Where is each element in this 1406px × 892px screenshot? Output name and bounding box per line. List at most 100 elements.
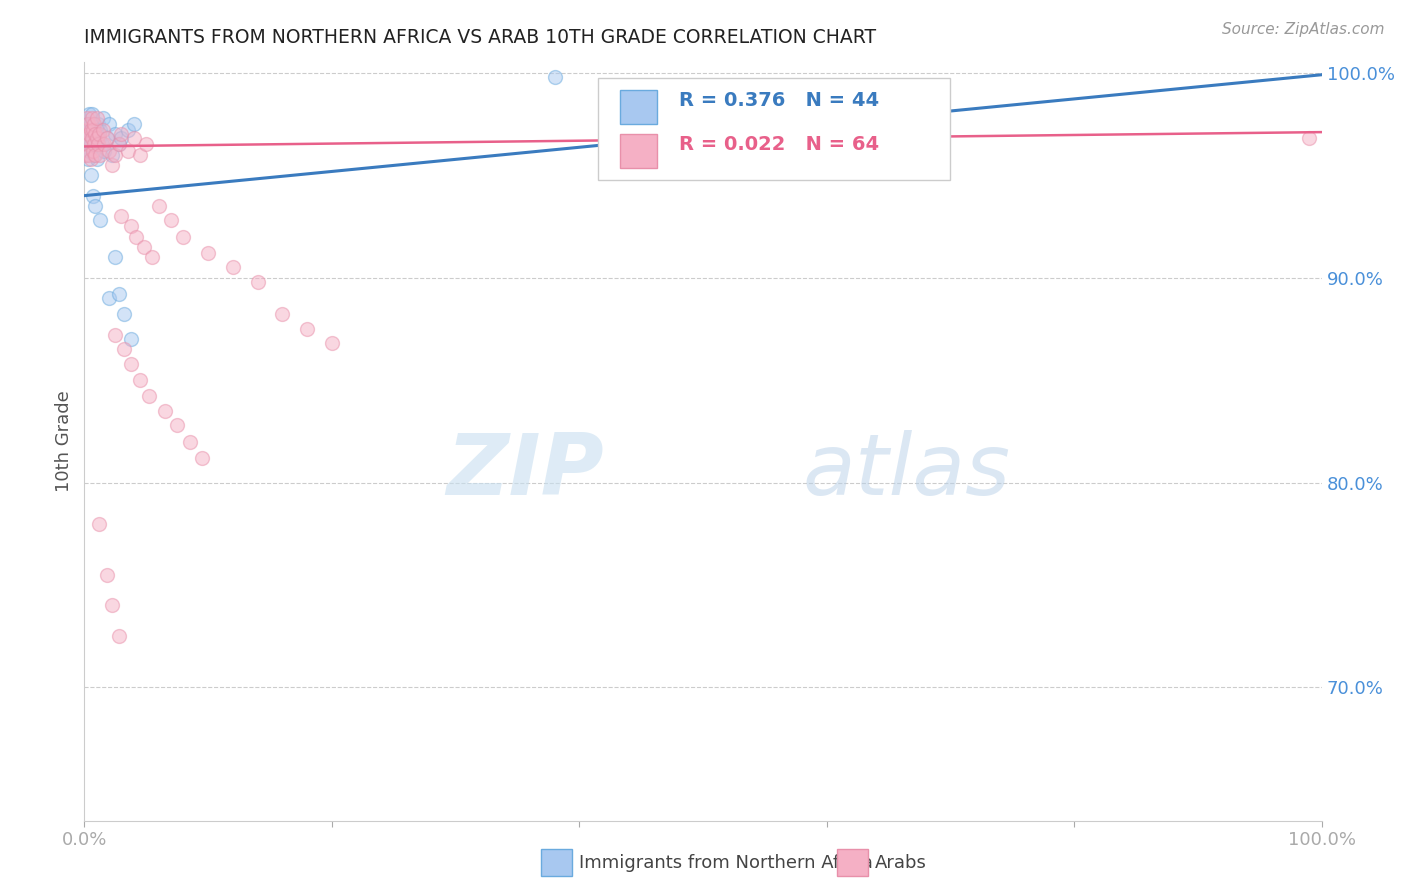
Point xyxy=(120,219,142,234)
Point xyxy=(84,147,107,161)
Point xyxy=(84,127,107,141)
Point xyxy=(122,117,145,131)
Point xyxy=(86,152,108,166)
Point xyxy=(132,240,155,254)
Point xyxy=(271,308,294,322)
Point xyxy=(108,137,131,152)
Point xyxy=(100,599,122,613)
Point xyxy=(100,158,122,172)
Point xyxy=(77,137,100,152)
Point xyxy=(79,106,101,120)
Point xyxy=(79,168,101,182)
Point xyxy=(148,199,170,213)
Point xyxy=(153,404,176,418)
Point xyxy=(197,246,219,260)
Point xyxy=(166,418,188,433)
Point xyxy=(82,188,104,202)
Text: Arabs: Arabs xyxy=(875,854,927,871)
Point xyxy=(112,343,135,357)
Point xyxy=(75,147,97,161)
Point xyxy=(321,336,343,351)
Point xyxy=(83,117,105,131)
Point xyxy=(82,144,104,158)
Point xyxy=(79,152,101,166)
Point xyxy=(117,123,139,137)
Text: Source: ZipAtlas.com: Source: ZipAtlas.com xyxy=(1222,22,1385,37)
Point xyxy=(125,229,148,244)
Text: atlas: atlas xyxy=(801,430,1010,514)
Point xyxy=(172,229,194,244)
Point xyxy=(77,117,100,131)
Point xyxy=(76,111,98,125)
Point xyxy=(86,111,108,125)
Point xyxy=(96,131,118,145)
Point xyxy=(77,152,100,166)
Point xyxy=(108,287,131,301)
Text: ZIP: ZIP xyxy=(446,430,605,514)
Point xyxy=(96,567,118,582)
Point xyxy=(75,147,97,161)
Point xyxy=(75,127,97,141)
Point xyxy=(98,291,121,305)
Point xyxy=(89,127,111,141)
Point xyxy=(80,127,103,141)
Point xyxy=(83,147,105,161)
Point xyxy=(179,434,201,449)
Point xyxy=(84,137,107,152)
Point xyxy=(160,213,183,227)
Point xyxy=(120,357,142,371)
Point xyxy=(89,516,111,531)
Point xyxy=(543,70,565,84)
Point xyxy=(104,250,127,264)
Point xyxy=(112,308,135,322)
Point xyxy=(89,213,111,227)
Point xyxy=(91,123,114,137)
Point xyxy=(104,147,127,161)
Point xyxy=(82,117,104,131)
Point xyxy=(98,117,121,131)
Point xyxy=(96,131,118,145)
Point xyxy=(129,147,152,161)
Point xyxy=(90,137,112,152)
Point xyxy=(141,250,163,264)
Point xyxy=(93,144,115,158)
Point xyxy=(89,147,111,161)
Point xyxy=(80,106,103,120)
Point xyxy=(82,123,104,137)
Point xyxy=(79,127,101,141)
Point xyxy=(75,123,97,137)
Point xyxy=(120,332,142,346)
Point xyxy=(79,147,101,161)
Point xyxy=(110,127,132,141)
Point xyxy=(135,137,157,152)
Point xyxy=(79,144,101,158)
Point xyxy=(76,117,98,131)
Point xyxy=(100,147,122,161)
Point xyxy=(80,111,103,125)
Text: R = 0.022   N = 64: R = 0.022 N = 64 xyxy=(679,136,880,154)
Point xyxy=(76,131,98,145)
Point xyxy=(129,373,152,387)
Bar xyxy=(620,89,657,124)
Point xyxy=(82,131,104,145)
Point xyxy=(77,123,100,137)
Point xyxy=(117,144,139,158)
Point xyxy=(89,123,111,137)
Text: IMMIGRANTS FROM NORTHERN AFRICA VS ARAB 10TH GRADE CORRELATION CHART: IMMIGRANTS FROM NORTHERN AFRICA VS ARAB … xyxy=(84,28,876,47)
Point xyxy=(79,137,101,152)
Point xyxy=(84,199,107,213)
Bar xyxy=(598,78,950,180)
Point xyxy=(122,131,145,145)
Point xyxy=(87,117,110,131)
Point xyxy=(87,137,110,152)
Point xyxy=(76,137,98,152)
Point xyxy=(108,629,131,643)
Bar xyxy=(620,134,657,168)
Point xyxy=(110,209,132,223)
Point xyxy=(191,450,214,465)
Point xyxy=(83,137,105,152)
Point xyxy=(91,111,114,125)
Point xyxy=(93,137,115,152)
Point xyxy=(86,127,108,141)
Point xyxy=(110,131,132,145)
